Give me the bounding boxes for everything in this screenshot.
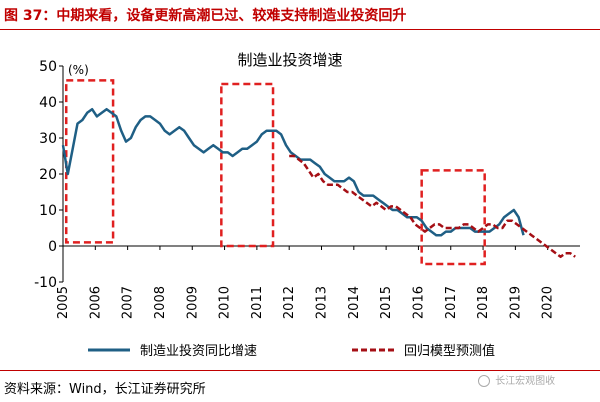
x-tick-label: 2013 [315,286,330,319]
series-line-model [289,154,576,259]
x-tick-label: 2018 [476,286,491,319]
y-tick-label: 10 [39,203,57,219]
legend-entry-actual: 制造业投资同比增速 [140,343,257,359]
legend-entry-model: 回归模型预测值 [404,343,495,359]
y-axis-ticks: -10 0 10 20 30 40 50 [34,59,63,291]
legend: 制造业投资同比增速 回归模型预测值 [88,343,495,359]
y-tick-label: 0 [48,239,57,255]
x-tick-label: 2020 [541,286,556,319]
x-tick-label: 2009 [185,286,200,319]
y-tick-label: 20 [39,167,57,183]
x-tick-label: 2007 [121,286,136,319]
x-tick-label: 2015 [379,286,394,319]
highlight-boxes [64,79,486,266]
wechat-icon [478,375,490,387]
x-tick-label: 2008 [153,286,168,319]
series-lines [61,107,576,259]
series-line-actual [61,107,525,237]
chart-title: 制造业投资增速 [237,51,342,69]
x-tick-label: 2006 [88,286,103,319]
header-rule [0,29,600,30]
x-tick-label: 2005 [56,286,71,319]
x-axis-ticks: 2005 2006 2007 2008 2009 2010 2011 2012 2013 2014… [56,246,556,319]
y-tick-label: 50 [39,59,57,75]
watermark: 长江宏观图收 [478,372,555,387]
x-tick-label: 2011 [250,286,265,319]
x-tick-label: 2010 [218,286,233,319]
header: 图 37：中期来看，设备更新高潮已过、较难支持制造业投资回升 [0,0,600,30]
source-note: 资料来源：Wind，长江证券研究所 [4,382,206,397]
watermark-text: 长江宏观图收 [495,376,556,387]
x-tick-label: 2016 [411,286,426,319]
unit-label: (%) [68,63,89,77]
y-tick-label: 40 [39,95,57,111]
highlight-box [420,169,486,266]
x-tick-label: 2019 [508,286,523,319]
figure-title: 图 37：中期来看，设备更新高潮已过、较难支持制造业投资回升 [4,8,407,24]
y-tick-label: 30 [39,131,57,147]
x-tick-label: 2017 [444,286,459,319]
highlight-box [220,82,275,248]
highlight-box [64,79,115,244]
x-tick-label: 2012 [282,286,297,319]
x-tick-label: 2014 [347,286,362,319]
footer-rule [0,370,600,371]
y-tick-label: -10 [34,275,57,291]
